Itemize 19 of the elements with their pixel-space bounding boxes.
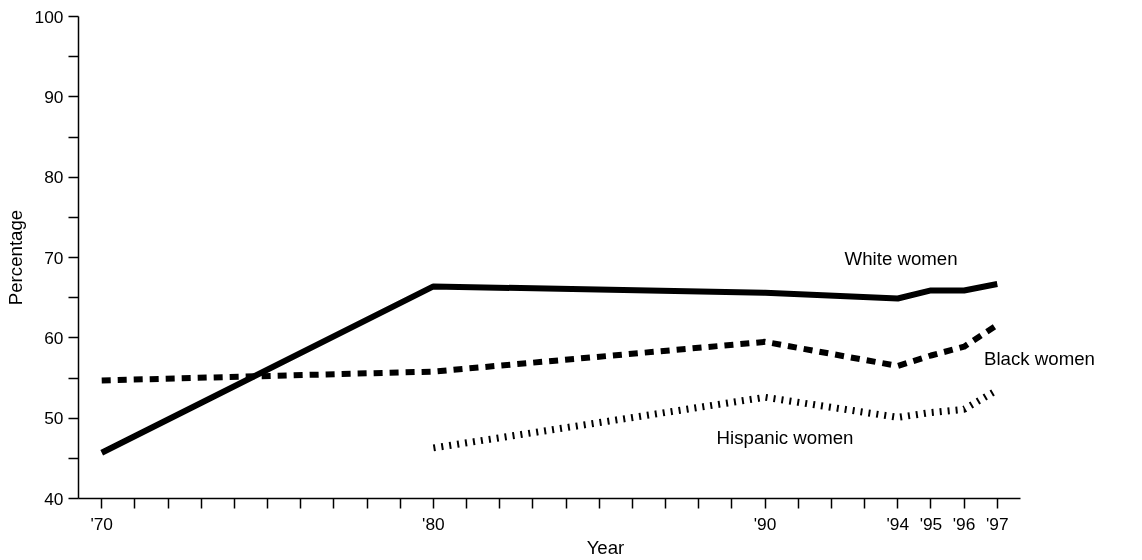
x-tick-label: '95 bbox=[919, 513, 943, 534]
y-tick-label: 100 bbox=[34, 6, 64, 27]
x-tick-label: '94 bbox=[886, 513, 910, 534]
y-tick-label: 60 bbox=[44, 327, 64, 348]
x-tick-label: '90 bbox=[753, 513, 777, 534]
x-tick-label: '97 bbox=[985, 513, 1009, 534]
series-label: Black women bbox=[984, 348, 1095, 370]
y-tick-label: 70 bbox=[44, 247, 64, 268]
y-tick-label: 90 bbox=[44, 86, 64, 107]
x-axis-title: Year bbox=[586, 536, 625, 558]
y-tick-label: 80 bbox=[44, 167, 64, 188]
y-tick-label: 40 bbox=[44, 488, 64, 509]
x-tick-label: '96 bbox=[952, 513, 976, 534]
series-label: Hispanic women bbox=[716, 426, 854, 448]
y-axis-title: Percentage bbox=[4, 209, 26, 306]
x-tick-label: '80 bbox=[422, 513, 445, 534]
y-tick-label: 50 bbox=[44, 408, 64, 429]
series-label: White women bbox=[844, 247, 958, 269]
x-tick-label: '70 bbox=[90, 513, 114, 534]
